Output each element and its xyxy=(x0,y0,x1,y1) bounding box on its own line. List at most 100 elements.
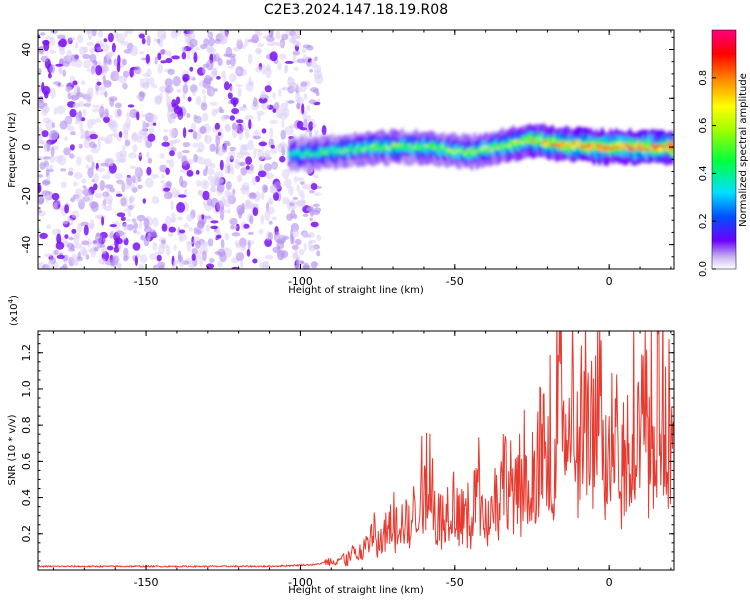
noise-cell xyxy=(159,164,168,173)
noise-cell xyxy=(316,234,321,242)
noise-cell xyxy=(204,158,212,168)
noise-cell xyxy=(191,248,198,255)
noise-cell xyxy=(131,131,139,143)
noise-cell xyxy=(49,155,55,163)
noise-cell xyxy=(296,120,304,129)
noise-cell xyxy=(202,190,210,201)
noise-cell xyxy=(82,53,91,60)
noise-cell xyxy=(209,76,214,81)
noise-cell xyxy=(70,94,80,101)
spectrogram-y-tick-label: 0 xyxy=(20,144,33,151)
noise-cell xyxy=(158,243,165,255)
noise-cell xyxy=(256,110,265,116)
noise-cell xyxy=(246,185,250,196)
colorbar-tick-label: 0.8 xyxy=(698,70,709,86)
noise-cell xyxy=(71,228,77,234)
noise-cell xyxy=(303,242,307,252)
noise-cell xyxy=(308,121,314,131)
noise-cell xyxy=(134,175,139,185)
noise-cell xyxy=(138,219,143,230)
noise-cell xyxy=(86,41,95,47)
noise-cell xyxy=(265,67,272,79)
noise-cell xyxy=(143,217,150,229)
noise-cell xyxy=(146,80,150,85)
noise-cell xyxy=(235,84,243,88)
noise-cell xyxy=(102,113,107,118)
noise-cell xyxy=(170,139,178,145)
noise-cell xyxy=(204,135,213,144)
spectrogram-y-tick-label: 20 xyxy=(20,91,33,105)
snr-x-label: Height of straight line (km) xyxy=(288,585,424,596)
noise-cell xyxy=(89,133,98,140)
noise-cell xyxy=(207,238,214,247)
noise-cell xyxy=(77,86,81,97)
noise-cell xyxy=(303,118,308,129)
noise-cell xyxy=(302,264,311,269)
noise-cell xyxy=(152,217,159,227)
noise-cell xyxy=(229,217,238,226)
noise-cell xyxy=(90,147,99,154)
noise-cell xyxy=(86,68,92,72)
noise-cell xyxy=(119,157,126,163)
noise-cell xyxy=(240,143,249,151)
noise-cell xyxy=(248,192,257,200)
noise-cell xyxy=(205,263,215,269)
noise-cell xyxy=(167,115,175,124)
noise-cell xyxy=(236,204,245,216)
noise-cell xyxy=(61,220,69,225)
noise-cell xyxy=(125,112,131,118)
noise-cell xyxy=(89,53,97,63)
noise-cell xyxy=(296,102,301,110)
noise-cell xyxy=(233,46,240,52)
noise-cell xyxy=(56,105,66,115)
noise-cell xyxy=(196,220,205,229)
noise-cell xyxy=(138,264,145,269)
noise-cell xyxy=(139,91,146,98)
noise-cell xyxy=(38,209,43,214)
noise-cell xyxy=(98,258,106,265)
noise-cell xyxy=(113,246,120,253)
noise-cell xyxy=(208,37,215,47)
noise-cell xyxy=(96,46,102,52)
noise-cell xyxy=(215,135,221,146)
noise-cell xyxy=(207,175,214,181)
colorbar-tick-label: 0.4 xyxy=(698,165,709,181)
noise-cell xyxy=(118,131,123,138)
noise-cell xyxy=(248,119,252,130)
noise-cell xyxy=(197,189,202,196)
noise-cell xyxy=(289,202,295,207)
colorbar-tick-label: 0.2 xyxy=(698,213,709,229)
noise-cell xyxy=(114,74,121,81)
noise-region xyxy=(38,30,327,269)
noise-cell xyxy=(67,39,71,43)
noise-cell xyxy=(178,194,187,198)
noise-cell xyxy=(70,131,76,136)
noise-cell xyxy=(98,136,107,141)
noise-cell xyxy=(177,227,181,236)
noise-cell xyxy=(228,73,237,83)
noise-cell xyxy=(83,224,89,236)
noise-cell xyxy=(94,192,103,199)
noise-cell xyxy=(310,58,317,68)
noise-cell xyxy=(207,168,215,176)
noise-cell xyxy=(70,54,79,62)
colorbar-label: Normalized spectral amplitude xyxy=(738,73,749,227)
noise-cell xyxy=(72,80,78,86)
noise-cell xyxy=(247,240,251,251)
noise-cell xyxy=(140,234,145,241)
noise-cell xyxy=(141,37,146,45)
noise-cell xyxy=(207,47,217,55)
noise-cell xyxy=(306,45,314,51)
noise-cell xyxy=(235,69,241,75)
noise-cell xyxy=(309,68,313,73)
noise-cell xyxy=(101,246,107,255)
noise-cell xyxy=(91,161,95,170)
noise-cell xyxy=(117,108,122,117)
noise-cell xyxy=(266,42,275,47)
noise-cell xyxy=(226,59,231,66)
noise-cell xyxy=(78,143,83,149)
noise-cell xyxy=(117,54,121,66)
noise-cell xyxy=(165,86,174,94)
noise-cell xyxy=(160,179,165,184)
noise-cell xyxy=(104,157,113,164)
